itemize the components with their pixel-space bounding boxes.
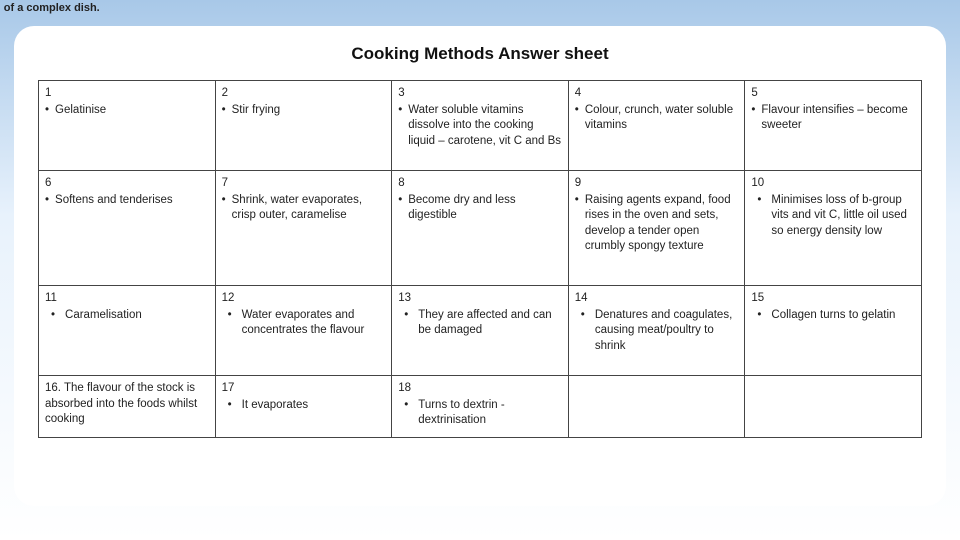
- cell-number: 11: [45, 291, 209, 307]
- bullet-row: •Caramelisation: [45, 308, 209, 324]
- cell-text: Flavour intensifies – become sweeter: [761, 103, 915, 134]
- bullet-row: •Softens and tenderises: [45, 193, 209, 209]
- bullet-icon: •: [45, 103, 55, 119]
- cell-number: 13: [398, 291, 562, 307]
- table-cell: 3•Water soluble vitamins dissolve into t…: [392, 81, 569, 171]
- bullet-icon: •: [222, 103, 232, 119]
- bullet-icon: •: [575, 193, 585, 209]
- cell-text: Stir frying: [232, 103, 386, 119]
- card-title: Cooking Methods Answer sheet: [38, 44, 922, 64]
- cell-number: 6: [45, 176, 209, 192]
- table-row: 16. The flavour of the stock is absorbed…: [39, 376, 922, 438]
- bullet-icon: •: [222, 193, 232, 209]
- cell-number: 14: [575, 291, 739, 307]
- table-cell: 2•Stir frying: [215, 81, 392, 171]
- bullet-icon: •: [398, 193, 408, 209]
- cell-text: Shrink, water evaporates, crisp outer, c…: [232, 193, 386, 224]
- bullet-row: •Water soluble vitamins dissolve into th…: [398, 103, 562, 150]
- cell-number: 7: [222, 176, 386, 192]
- bullet-row: •Flavour intensifies – become sweeter: [751, 103, 915, 134]
- table-cell: 4•Colour, crunch, water soluble vitamins: [568, 81, 745, 171]
- cell-text: Minimises loss of b-group vits and vit C…: [771, 193, 915, 240]
- table-cell: 5•Flavour intensifies – become sweeter: [745, 81, 922, 171]
- table-cell: 9•Raising agents expand, food rises in t…: [568, 171, 745, 286]
- cell-text: Collagen turns to gelatin: [771, 308, 915, 324]
- cell-text: Water evaporates and concentrates the fl…: [242, 308, 386, 339]
- table-row: 6•Softens and tenderises7•Shrink, water …: [39, 171, 922, 286]
- cell-number: 4: [575, 86, 739, 102]
- cell-number: 18: [398, 381, 562, 397]
- bullet-icon: •: [222, 398, 242, 414]
- table-cell: 17•It evaporates: [215, 376, 392, 438]
- table-cell: 16. The flavour of the stock is absorbed…: [39, 376, 216, 438]
- bullet-icon: •: [398, 398, 418, 414]
- bullet-row: •It evaporates: [222, 398, 386, 414]
- table-cell: 14•Denatures and coagulates, causing mea…: [568, 286, 745, 376]
- bullet-icon: •: [45, 193, 55, 209]
- answers-table: 1•Gelatinise2•Stir frying3•Water soluble…: [38, 80, 922, 438]
- table-cell: [745, 376, 922, 438]
- cell-number: 1: [45, 86, 209, 102]
- bullet-row: •Become dry and less digestible: [398, 193, 562, 224]
- cell-text: Turns to dextrin - dextrinisation: [418, 398, 562, 429]
- cell-text: Water soluble vitamins dissolve into the…: [408, 103, 562, 150]
- table-row: 1•Gelatinise2•Stir frying3•Water soluble…: [39, 81, 922, 171]
- cell-text: It evaporates: [242, 398, 386, 414]
- bullet-icon: •: [575, 308, 595, 324]
- bullet-row: •Collagen turns to gelatin: [751, 308, 915, 324]
- cell-number: 15: [751, 291, 915, 307]
- table-cell: 8•Become dry and less digestible: [392, 171, 569, 286]
- cell-number: 10: [751, 176, 915, 192]
- table-cell: [568, 376, 745, 438]
- cell-number: 9: [575, 176, 739, 192]
- table-cell: 13•They are affected and can be damaged: [392, 286, 569, 376]
- cell-number: 17: [222, 381, 386, 397]
- cell-number: 5: [751, 86, 915, 102]
- cell-text: Denatures and coagulates, causing meat/p…: [595, 308, 739, 355]
- bullet-row: •They are affected and can be damaged: [398, 308, 562, 339]
- table-cell: 1•Gelatinise: [39, 81, 216, 171]
- bullet-row: •Minimises loss of b-group vits and vit …: [751, 193, 915, 240]
- cell-number: 2: [222, 86, 386, 102]
- bullet-row: •Stir frying: [222, 103, 386, 119]
- cell-text: Caramelisation: [65, 308, 209, 324]
- table-cell: 10•Minimises loss of b-group vits and vi…: [745, 171, 922, 286]
- table-cell: 11•Caramelisation: [39, 286, 216, 376]
- bullet-icon: •: [398, 103, 408, 119]
- bullet-icon: •: [45, 308, 65, 324]
- bullet-icon: •: [751, 308, 771, 324]
- cell-text: Softens and tenderises: [55, 193, 209, 209]
- cell-text: They are affected and can be damaged: [418, 308, 562, 339]
- table-cell: 7•Shrink, water evaporates, crisp outer,…: [215, 171, 392, 286]
- bullet-row: •Denatures and coagulates, causing meat/…: [575, 308, 739, 355]
- table-cell: 15•Collagen turns to gelatin: [745, 286, 922, 376]
- bullet-row: •Water evaporates and concentrates the f…: [222, 308, 386, 339]
- bullet-row: •Colour, crunch, water soluble vitamins: [575, 103, 739, 134]
- table-row: 11•Caramelisation12•Water evaporates and…: [39, 286, 922, 376]
- cell-number: 12: [222, 291, 386, 307]
- bullet-row: •Turns to dextrin - dextrinisation: [398, 398, 562, 429]
- cell-text: Become dry and less digestible: [408, 193, 562, 224]
- bullet-row: •Shrink, water evaporates, crisp outer, …: [222, 193, 386, 224]
- bullet-row: •Gelatinise: [45, 103, 209, 119]
- table-cell: 12•Water evaporates and concentrates the…: [215, 286, 392, 376]
- header-fragment: g of a complex dish.: [0, 0, 960, 14]
- table-cell: 6•Softens and tenderises: [39, 171, 216, 286]
- cell-number: 8: [398, 176, 562, 192]
- cell-text: Raising agents expand, food rises in the…: [585, 193, 739, 255]
- cell-number: 3: [398, 86, 562, 102]
- bullet-icon: •: [751, 103, 761, 119]
- answer-card: Cooking Methods Answer sheet 1•Gelatinis…: [14, 26, 946, 506]
- bullet-icon: •: [222, 308, 242, 324]
- bullet-icon: •: [751, 193, 771, 209]
- table-cell: 18•Turns to dextrin - dextrinisation: [392, 376, 569, 438]
- bullet-row: •Raising agents expand, food rises in th…: [575, 193, 739, 255]
- cell-text: Colour, crunch, water soluble vitamins: [585, 103, 739, 134]
- bullet-icon: •: [575, 103, 585, 119]
- cell-text: Gelatinise: [55, 103, 209, 119]
- bullet-icon: •: [398, 308, 418, 324]
